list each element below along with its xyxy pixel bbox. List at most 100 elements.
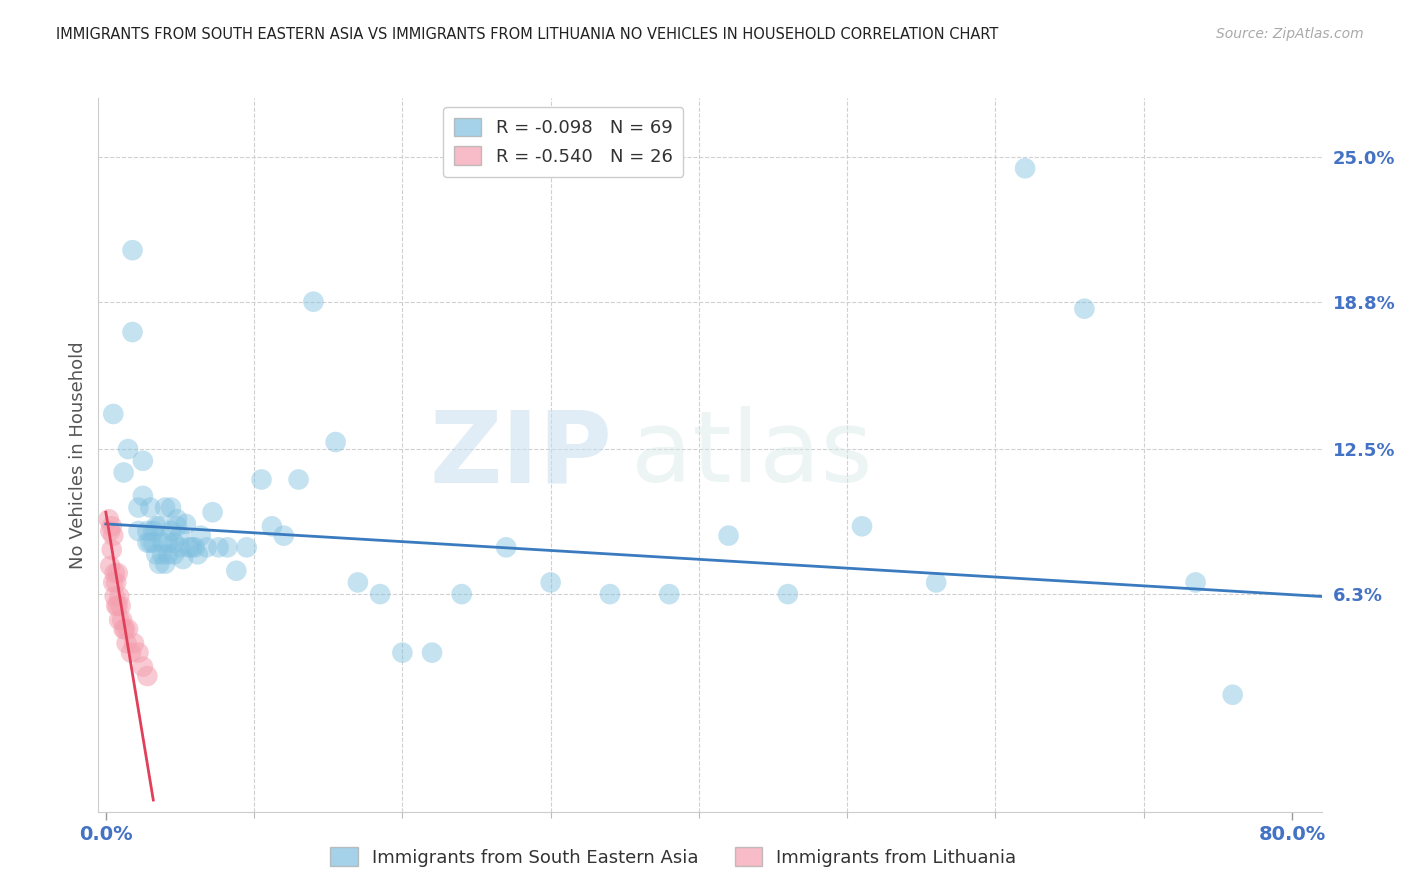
Point — [153, 500, 176, 515]
Point — [157, 535, 180, 549]
Point — [111, 613, 134, 627]
Point — [112, 622, 135, 636]
Point — [112, 466, 135, 480]
Point — [1073, 301, 1095, 316]
Point — [117, 442, 139, 456]
Point — [172, 552, 194, 566]
Point — [142, 524, 165, 538]
Point — [121, 325, 143, 339]
Point — [108, 590, 131, 604]
Point — [250, 473, 273, 487]
Point — [184, 541, 207, 555]
Point — [127, 646, 149, 660]
Point — [148, 557, 170, 571]
Point — [110, 599, 132, 613]
Point — [776, 587, 799, 601]
Point — [166, 519, 188, 533]
Point — [100, 519, 122, 533]
Point — [97, 512, 120, 526]
Point — [127, 524, 149, 538]
Point — [368, 587, 391, 601]
Point — [1184, 575, 1206, 590]
Text: Source: ZipAtlas.com: Source: ZipAtlas.com — [1216, 27, 1364, 41]
Point — [117, 622, 139, 636]
Point — [540, 575, 562, 590]
Point — [207, 541, 229, 555]
Point — [145, 519, 167, 533]
Point — [103, 528, 125, 542]
Point — [287, 473, 309, 487]
Point — [98, 559, 121, 574]
Text: atlas: atlas — [630, 407, 872, 503]
Point — [108, 613, 131, 627]
Point — [142, 535, 165, 549]
Point — [115, 636, 138, 650]
Point — [235, 541, 257, 555]
Point — [391, 646, 413, 660]
Point — [160, 500, 183, 515]
Point — [160, 524, 183, 538]
Point — [107, 599, 129, 613]
Point — [169, 528, 191, 542]
Point — [136, 669, 159, 683]
Point — [157, 547, 180, 561]
Legend: Immigrants from South Eastern Asia, Immigrants from Lithuania: Immigrants from South Eastern Asia, Immi… — [323, 840, 1024, 874]
Point — [273, 528, 295, 542]
Point — [851, 519, 873, 533]
Point — [100, 542, 122, 557]
Point — [166, 512, 188, 526]
Point — [104, 590, 127, 604]
Point — [420, 646, 443, 660]
Point — [163, 535, 186, 549]
Point — [121, 243, 143, 257]
Point — [347, 575, 370, 590]
Point — [325, 435, 347, 450]
Point — [136, 535, 159, 549]
Point — [104, 566, 127, 580]
Point — [174, 516, 197, 531]
Point — [148, 519, 170, 533]
Point — [190, 528, 212, 542]
Point — [450, 587, 472, 601]
Point — [599, 587, 621, 601]
Point — [195, 541, 218, 555]
Point — [120, 646, 142, 660]
Point — [169, 541, 191, 555]
Point — [217, 541, 239, 555]
Point — [495, 541, 517, 555]
Text: IMMIGRANTS FROM SOUTH EASTERN ASIA VS IMMIGRANTS FROM LITHUANIA NO VEHICLES IN H: IMMIGRANTS FROM SOUTH EASTERN ASIA VS IM… — [56, 27, 998, 42]
Point — [163, 547, 186, 561]
Point — [132, 659, 155, 673]
Point — [717, 528, 740, 542]
Point — [201, 505, 224, 519]
Point — [1014, 161, 1036, 176]
Point — [139, 500, 162, 515]
Point — [105, 575, 128, 590]
Point — [302, 294, 325, 309]
Point — [260, 519, 283, 533]
Point — [139, 535, 162, 549]
Point — [107, 566, 129, 580]
Point — [187, 547, 209, 561]
Point — [103, 575, 125, 590]
Y-axis label: No Vehicles in Household: No Vehicles in Household — [69, 341, 87, 569]
Point — [122, 636, 145, 650]
Point — [1222, 688, 1244, 702]
Point — [180, 541, 202, 555]
Point — [145, 547, 167, 561]
Text: ZIP: ZIP — [429, 407, 612, 503]
Point — [105, 599, 128, 613]
Point — [150, 535, 173, 549]
Point — [658, 587, 681, 601]
Point — [136, 524, 159, 538]
Point — [132, 489, 155, 503]
Point — [103, 407, 125, 421]
Point — [225, 564, 247, 578]
Point — [177, 541, 200, 555]
Point — [132, 454, 155, 468]
Point — [114, 622, 136, 636]
Point — [127, 500, 149, 515]
Point — [98, 524, 121, 538]
Point — [153, 557, 176, 571]
Point — [150, 547, 173, 561]
